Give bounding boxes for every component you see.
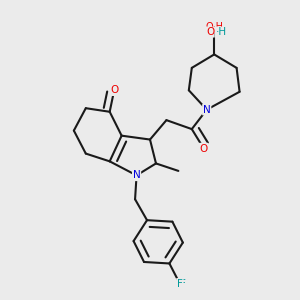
Text: O: O [206, 27, 214, 37]
Text: O·H: O·H [205, 22, 223, 32]
Text: O: O [200, 143, 208, 154]
Text: F: F [177, 279, 183, 289]
Text: ·H: ·H [216, 27, 227, 37]
Text: F: F [180, 279, 186, 289]
Text: N: N [133, 170, 140, 180]
Text: N: N [203, 105, 211, 115]
Text: O: O [110, 85, 118, 95]
